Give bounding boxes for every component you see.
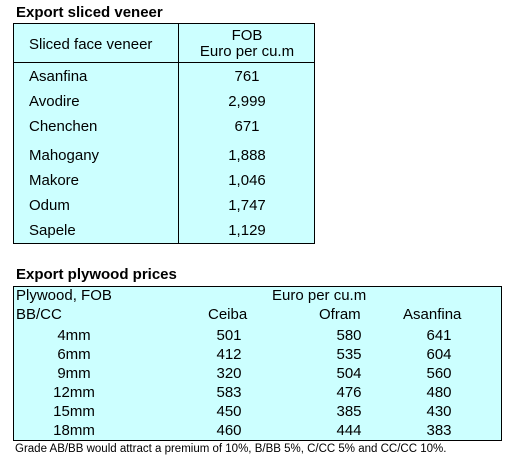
table-row: Odum 1,747 (14, 197, 314, 217)
column-header-asanfina: Asanfina (403, 306, 462, 323)
price-value: 1,888 (228, 147, 266, 164)
species-name: Odum (29, 197, 70, 214)
asanfina-cell: 383 (426, 422, 452, 439)
size-cell: 6mm (57, 346, 91, 363)
price-value: 1,129 (228, 222, 266, 239)
size-cell: 18mm (53, 422, 95, 439)
size-cell: 4mm (57, 327, 91, 344)
column-header-ofram: Ofram (319, 306, 361, 323)
asanfina-cell: 641 (426, 327, 452, 344)
price-value: 1,046 (228, 172, 266, 189)
table-row: Asanfina 761 (14, 68, 314, 88)
plywood-price-table: Plywood, FOB BB/CC Euro per cu.m Ceiba O… (13, 286, 502, 441)
veneer-section-title: Export sliced veneer (16, 4, 163, 21)
column-header-fob: FOB (231, 27, 263, 44)
ceiba-cell: 450 (216, 403, 242, 420)
species-name: Avodire (29, 93, 80, 110)
ofram-cell: 504 (336, 365, 362, 382)
asanfina-cell: 604 (426, 346, 452, 363)
price-value: 2,999 (228, 93, 266, 110)
table-row: 18mm 460 444 383 (14, 422, 501, 441)
ofram-cell: 444 (336, 422, 362, 439)
price-value: 761 (234, 68, 260, 85)
asanfina-cell: 430 (426, 403, 452, 420)
ceiba-cell: 501 (216, 327, 242, 344)
species-name: Sapele (29, 222, 76, 239)
column-header-veneer: Sliced face veneer (29, 36, 153, 53)
table-row: 4mm 501 580 641 (14, 327, 501, 346)
price-value: 671 (234, 118, 260, 135)
species-name: Makore (29, 172, 80, 189)
ceiba-cell: 583 (216, 384, 242, 401)
table-row: Sapele 1,129 (14, 222, 314, 242)
ceiba-cell: 460 (216, 422, 242, 439)
column-header-unit: Euro per cu.m (199, 43, 295, 60)
column-header-ceiba: Ceiba (208, 306, 248, 323)
ceiba-cell: 320 (216, 365, 242, 382)
column-group-header: Euro per cu.m (272, 287, 367, 304)
species-name: Asanfina (29, 68, 88, 85)
table-row: Chenchen 671 (14, 118, 314, 138)
plywood-section-title: Export plywood prices (16, 266, 177, 283)
ofram-cell: 580 (336, 327, 362, 344)
table-row: Avodire 2,999 (14, 93, 314, 113)
table-row: 12mm 583 476 480 (14, 384, 501, 403)
ofram-cell: 476 (336, 384, 362, 401)
table-row: Makore 1,046 (14, 172, 314, 192)
table-row: 9mm 320 504 560 (14, 365, 501, 384)
table-row: 15mm 450 385 430 (14, 403, 501, 422)
table-row: 6mm 412 535 604 (14, 346, 501, 365)
species-name: Chenchen (29, 118, 98, 135)
ofram-cell: 385 (336, 403, 362, 420)
table-column-divider (178, 24, 179, 243)
size-cell: 12mm (53, 384, 95, 401)
column-header-grade: BB/CC (16, 306, 62, 323)
size-cell: 9mm (57, 365, 91, 382)
table-row: Mahogany 1,888 (14, 147, 314, 167)
asanfina-cell: 560 (426, 365, 452, 382)
price-value: 1,747 (228, 197, 266, 214)
grade-premium-footnote: Grade AB/BB would attract a premium of 1… (15, 443, 447, 455)
column-header-plywood: Plywood, FOB (16, 287, 112, 304)
ceiba-cell: 412 (216, 346, 242, 363)
size-cell: 15mm (53, 403, 95, 420)
ofram-cell: 535 (336, 346, 362, 363)
asanfina-cell: 480 (426, 384, 452, 401)
veneer-price-table: Sliced face veneer FOB Euro per cu.m Asa… (13, 23, 315, 244)
species-name: Mahogany (29, 147, 100, 164)
table-header-divider (14, 62, 314, 63)
